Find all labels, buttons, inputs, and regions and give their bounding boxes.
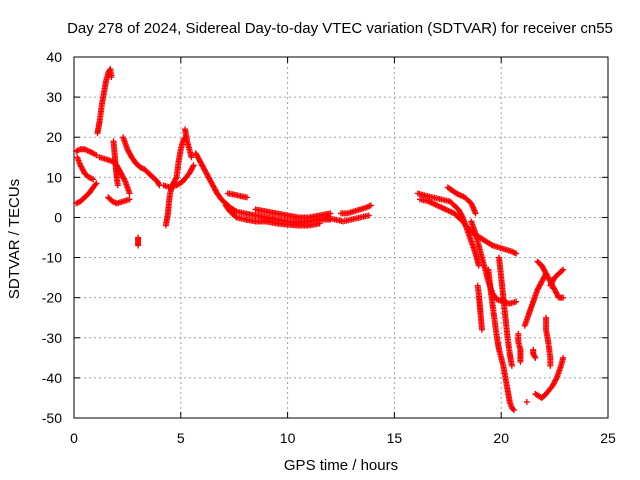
data-point (365, 212, 372, 219)
data-point (478, 326, 485, 333)
series-arc1 (73, 180, 100, 207)
data-point (511, 406, 518, 413)
series-arc15 (222, 202, 323, 229)
x-tick-label: 5 (177, 430, 185, 446)
series-arc29 (530, 346, 539, 361)
series-arc6 (105, 194, 133, 207)
series-arc22 (468, 218, 520, 307)
data-point (93, 180, 100, 187)
data-point (508, 362, 515, 369)
y-tick-label: -10 (42, 250, 62, 266)
x-tick-label: 0 (70, 430, 78, 446)
y-tick-label: 10 (46, 169, 62, 185)
grid (74, 57, 608, 418)
series-arc32 (547, 266, 567, 289)
y-tick-label: -50 (42, 410, 62, 426)
y-tick-label: -30 (42, 330, 62, 346)
series-arc4 (94, 66, 115, 137)
series-arc7 (110, 138, 121, 189)
series-arc12 (182, 126, 195, 161)
data-point (560, 354, 567, 361)
x-tick-label: 25 (600, 430, 616, 446)
data-marks (73, 66, 567, 413)
y-tick-label: -40 (42, 370, 62, 386)
series-arc24 (485, 266, 518, 413)
series-arc2 (73, 146, 100, 159)
data-point (559, 267, 566, 274)
series-arc23 (474, 282, 485, 333)
series-arc21 (444, 184, 479, 217)
series-arc19 (414, 190, 482, 269)
data-point (523, 398, 530, 405)
series-arc8 (120, 134, 163, 189)
plot-background (74, 57, 608, 418)
series-arc5 (96, 154, 133, 197)
y-tick-label: 40 (46, 49, 62, 65)
y-tick-label: -20 (42, 290, 62, 306)
data-point (190, 162, 197, 169)
data-point (172, 175, 179, 182)
data-point (155, 181, 162, 188)
data-point (108, 74, 115, 81)
x-tick-label: 15 (387, 430, 403, 446)
series-arc18 (338, 202, 374, 217)
data-point (244, 194, 251, 201)
data-point (547, 362, 554, 369)
series-arc16 (252, 206, 334, 221)
data-point (126, 196, 133, 203)
data-point (472, 210, 479, 217)
data-point (232, 207, 239, 214)
data-point (532, 354, 539, 361)
data-point (121, 177, 128, 184)
data-point (126, 190, 133, 197)
x-tick-label: 10 (280, 430, 296, 446)
data-point (509, 405, 516, 412)
data-point (93, 152, 100, 159)
y-tick-label: 20 (46, 129, 62, 145)
data-point (114, 182, 121, 189)
plot-frame (73, 56, 609, 419)
data-point (531, 353, 538, 360)
series-arc3 (74, 154, 97, 183)
data-point (553, 376, 560, 383)
y-tick-label: 0 (54, 209, 62, 225)
data-point (475, 262, 482, 269)
series-arc31 (543, 314, 554, 369)
series-arc11 (160, 162, 197, 191)
series-arc20 (417, 196, 520, 257)
series-arc25 (496, 254, 515, 369)
data-point (367, 202, 374, 209)
data-point (316, 220, 323, 227)
series-arc26 (515, 330, 524, 365)
y-tick-label: 30 (46, 89, 62, 105)
series-arc14 (224, 190, 251, 201)
data-point (327, 210, 334, 217)
data-point (135, 242, 142, 249)
series-arc27 (523, 398, 530, 405)
x-tick-label: 20 (493, 430, 509, 446)
series-arc9 (135, 234, 142, 249)
data-point (90, 176, 97, 183)
data-point (513, 250, 520, 257)
data-point (188, 154, 195, 161)
data-point (488, 241, 495, 248)
x-axis-title: GPS time / hours (284, 457, 398, 474)
series-arc17 (323, 212, 372, 225)
series-arc33 (532, 354, 567, 401)
data-point (189, 163, 196, 170)
data-point (513, 298, 520, 305)
data-point (517, 358, 524, 365)
axis-ticks: 0 5 10 15 20 25 -50 -40 -30 -20 -10 0 10 20 30 40 (42, 49, 616, 446)
data-point (92, 181, 99, 188)
y-axis-title: SDTVAR / TECUs (6, 179, 23, 299)
data-point (560, 294, 567, 301)
data-point (560, 266, 567, 273)
chart-title: Day 278 of 2024, Sidereal Day-to-day VTE… (67, 20, 613, 37)
